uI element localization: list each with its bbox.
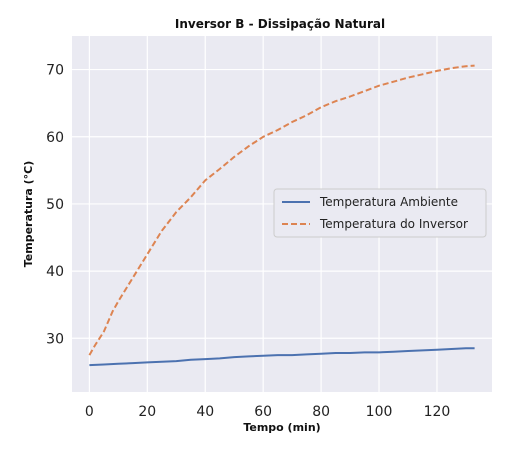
legend-label-inversor: Temperatura do Inversor	[319, 217, 468, 231]
series-group	[88, 64, 475, 367]
y-tick-label: 60	[46, 130, 64, 146]
chart-title: Inversor B - Dissipação Natural	[175, 17, 385, 31]
x-tick-label: 120	[424, 404, 451, 420]
x-tick-label: 0	[85, 404, 94, 420]
series-line-inversor	[88, 64, 475, 356]
x-axis-label: Tempo (min)	[243, 421, 320, 434]
x-tick-label: 40	[196, 404, 214, 420]
tick-labels: 0 20 40 60 80 100 120 30 40 50 60 70	[46, 63, 450, 420]
legend-label-ambiente: Temperatura Ambiente	[319, 195, 458, 209]
y-tick-label: 40	[46, 264, 64, 280]
y-tick-label: 50	[46, 197, 64, 213]
x-tick-label: 60	[254, 404, 272, 420]
series-line-ambiente	[89, 347, 475, 367]
y-axis-label: Temperatura (°C)	[22, 161, 35, 268]
x-tick-label: 20	[138, 404, 156, 420]
x-tick-label: 100	[366, 404, 393, 420]
legend-box	[273, 188, 487, 238]
y-tick-label: 70	[46, 63, 64, 79]
y-tick-label: 30	[46, 331, 64, 347]
legend: Temperatura Ambiente Temperatura do Inve…	[273, 188, 487, 238]
x-tick-label: 80	[312, 404, 330, 420]
